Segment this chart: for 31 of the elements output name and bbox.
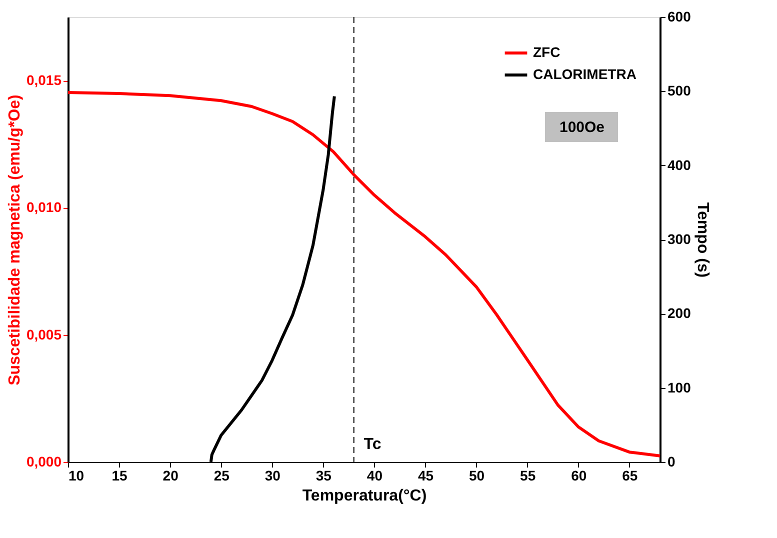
x-tick-label: 55 — [520, 468, 536, 484]
y2-axis-title: Tempo (s) — [694, 202, 711, 278]
x-tick-label: 10 — [68, 468, 84, 484]
y-tick-label: 0,010 — [26, 199, 62, 216]
x-tick-label: 45 — [418, 468, 434, 484]
legend-label: ZFC — [533, 44, 560, 60]
line-series — [66, 91, 662, 458]
x-tick-label: 20 — [162, 468, 179, 484]
x-tick-label: 30 — [264, 468, 281, 484]
ref-line-label: Tc — [364, 436, 382, 453]
legend-label: CALORIMETRA — [533, 66, 636, 82]
y2-tick-label: 200 — [668, 305, 692, 322]
y-axis-title: Suscetibilidade magnetica (emu/g*Oe) — [6, 94, 24, 386]
annotation: 100Oe — [559, 119, 605, 136]
x-tick-label: 50 — [468, 468, 485, 484]
x-tick-label: 60 — [571, 468, 587, 484]
x-tick-label: 40 — [366, 468, 383, 484]
y2-tick-label: 600 — [668, 8, 692, 24]
y2-tick-label: 100 — [668, 379, 692, 396]
x-tick-label: 15 — [112, 468, 128, 484]
y2-tick-label: 400 — [668, 156, 692, 173]
x-tick-label: 35 — [316, 468, 332, 484]
x-tick-label: 25 — [214, 468, 230, 484]
y2-tick-label: 500 — [668, 82, 692, 99]
y-tick-label: 0,015 — [26, 72, 62, 88]
x-tick-label: 65 — [622, 468, 638, 484]
y-tick-label: 0,005 — [26, 326, 62, 342]
x-axis-title: Temperatura(°C) — [302, 488, 427, 504]
y2-tick-label: 300 — [668, 231, 692, 247]
y-tick-label: 0,000 — [26, 454, 62, 470]
y2-tick-label: 0 — [668, 454, 676, 470]
